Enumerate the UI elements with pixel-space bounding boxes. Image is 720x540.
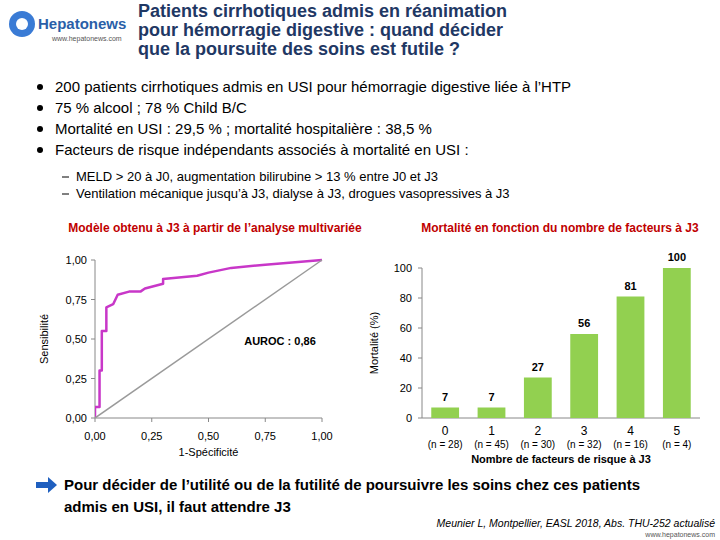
y-tick-label: 0,75 (66, 294, 87, 306)
logo-icon (9, 11, 35, 37)
sub-bullet-text: Ventilation mécanique jusqu’à J3, dialys… (76, 186, 510, 201)
bar (570, 334, 598, 418)
x-tick (151, 418, 152, 422)
y-tick (418, 418, 422, 419)
y-tick-label: 100 (394, 262, 412, 274)
x-tick (95, 418, 96, 422)
y-tick (91, 418, 95, 419)
bar (478, 408, 506, 419)
data-label: 7 (488, 391, 494, 403)
y-tick (91, 299, 95, 300)
x-tick (265, 418, 266, 422)
logo-name: Hepatonews (38, 15, 126, 32)
y-tick (91, 260, 95, 261)
y-tick-label: 80 (400, 292, 412, 304)
y-axis-label: Mortalité (%) (368, 312, 380, 374)
x-tick-label: 0 (442, 424, 449, 438)
sub-bullet-dash (62, 194, 69, 195)
reference-line (95, 260, 322, 418)
data-label: 56 (578, 317, 590, 329)
bullet-text: 75 % alcool ; 78 % Child B/C (55, 99, 247, 116)
footer-url: www.hepatonews.com (600, 531, 715, 538)
bullet-dot (37, 126, 43, 132)
bullet-dot (37, 147, 43, 153)
y-tick-label: 0,25 (66, 373, 87, 385)
canvas-svg: Hepatonews www.hepatonews.com Patients cir… (0, 0, 720, 540)
y-tick-label: 0,50 (66, 333, 87, 345)
y-tick (418, 268, 422, 269)
bar (663, 268, 691, 418)
bullet-dot (37, 84, 43, 90)
annotation: AUROC : 0,86 (244, 335, 316, 347)
bar (431, 408, 459, 419)
y-tick (418, 298, 422, 299)
x-tick-label: 0,50 (198, 430, 219, 442)
x-tick-label: 0,75 (255, 430, 276, 442)
data-label: 27 (532, 361, 544, 373)
slide: {"logo": {"name": "Hepatonews", "url": "… (0, 0, 720, 540)
bar-group (431, 268, 690, 418)
conclusion-arrow (36, 477, 57, 493)
y-axis (422, 268, 423, 418)
y-tick (418, 328, 422, 329)
n-label: (n = 28) (428, 439, 463, 450)
x-tick-label: 0,25 (141, 430, 162, 442)
logo-icon-inner (16, 18, 28, 30)
series-group (95, 260, 322, 418)
y-tick (418, 358, 422, 359)
y-tick-label: 0 (406, 412, 412, 424)
bullet-dot (37, 105, 43, 111)
n-label: (n = 4) (662, 439, 691, 450)
y-tick-label: 0,00 (66, 412, 87, 424)
bar (617, 297, 645, 419)
y-tick-label: 60 (400, 322, 412, 334)
title-line: pour hémorragie digestive : quand décide… (138, 20, 503, 40)
x-tick-label: 1,00 (311, 430, 332, 442)
data-label: 81 (624, 280, 636, 292)
x-axis-label: Nombre de facteurs de risque à J3 (471, 453, 651, 465)
y-tick-label: 20 (400, 382, 412, 394)
citation: Meunier L, Montpellier, EASL 2018, Abs. … (330, 517, 715, 529)
y-tick (91, 378, 95, 379)
y-tick-label: 1,00 (66, 254, 87, 266)
x-tick-label: 2 (534, 424, 541, 438)
chart-title: Mortalité en fonction du nombre de facte… (421, 221, 699, 235)
n-label: (n = 30) (520, 439, 555, 450)
title-line: que la poursuite des soins est futile ? (138, 39, 460, 59)
x-axis (422, 418, 700, 419)
x-tick (322, 418, 323, 422)
x-tick-label: 0,00 (84, 430, 105, 442)
n-label: (n = 16) (613, 439, 648, 450)
x-tick-label: 5 (673, 424, 680, 438)
roc-curve (95, 260, 322, 418)
y-axis-label: Sensibilité (38, 314, 50, 364)
data-label: 100 (668, 251, 686, 263)
bullet-text: Facteurs de risque indépendants associés… (55, 141, 469, 158)
sub-bullet-dash (62, 177, 69, 178)
y-tick (418, 388, 422, 389)
n-label: (n = 45) (474, 439, 509, 450)
bar (524, 378, 552, 419)
x-tick-label: 4 (627, 424, 634, 438)
bullet-text: Mortalité en USI : 29,5 % ; mortalité ho… (55, 120, 432, 137)
y-tick (91, 339, 95, 340)
chart-title: Modèle obtenu à J3 à partir de l’analyse… (68, 221, 362, 235)
y-tick-label: 40 (400, 352, 412, 364)
x-tick-label: 1 (488, 424, 495, 438)
x-tick (208, 418, 209, 422)
n-label: (n = 32) (567, 439, 602, 450)
bullet-text: 200 patients cirrhotiques admis en USI p… (55, 78, 571, 95)
x-tick-label: 3 (581, 424, 588, 438)
title-line: Patients cirrhotiques admis en réanimati… (138, 1, 507, 21)
conclusion-text: Pour décider de l’utilité ou de la futil… (64, 474, 684, 518)
x-axis-label: 1-Spécificité (179, 446, 239, 458)
logo-url: www.hepatonews.com (51, 35, 122, 43)
data-label: 7 (442, 391, 448, 403)
sub-bullet-text: MELD > 20 à J0, augmentation bilirubine … (76, 169, 438, 184)
